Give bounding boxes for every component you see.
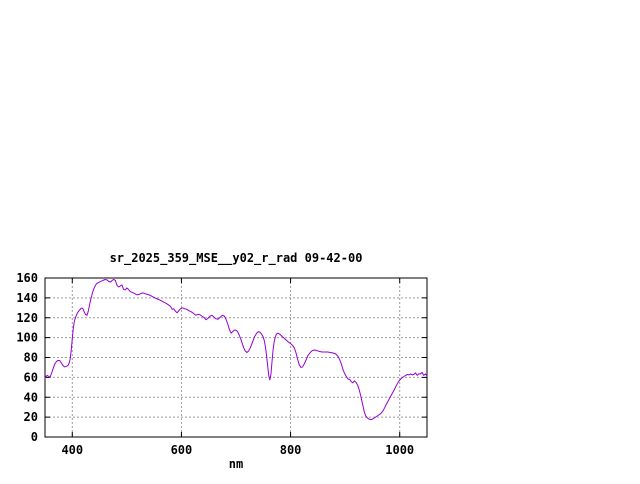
- y-tick-label: 140: [16, 291, 38, 305]
- spectrum-line: [44, 278, 428, 421]
- y-axis-tick-labels: 0 20 40 60 80 100 120 140 160: [16, 271, 38, 444]
- chart-title: sr_2025_359_MSE__y02_r_rad 09-42-00: [110, 251, 363, 266]
- grid-lines: [45, 278, 427, 437]
- y-tick-label: 100: [16, 331, 38, 345]
- y-tick-label: 20: [24, 410, 38, 424]
- y-tick-label: 60: [24, 370, 38, 384]
- x-axis-tick-labels: 400 600 800 1000: [61, 443, 414, 457]
- y-tick-label: 160: [16, 271, 38, 285]
- axis-ticks: [45, 277, 427, 438]
- x-tick-label: 1000: [385, 443, 414, 457]
- x-axis-label: nm: [229, 457, 243, 471]
- x-tick-label: 400: [61, 443, 83, 457]
- y-tick-label: 0: [31, 430, 38, 444]
- y-tick-label: 40: [24, 390, 38, 404]
- x-tick-label: 600: [171, 443, 193, 457]
- y-tick-label: 80: [24, 351, 38, 365]
- y-tick-label: 120: [16, 311, 38, 325]
- x-tick-label: 800: [280, 443, 302, 457]
